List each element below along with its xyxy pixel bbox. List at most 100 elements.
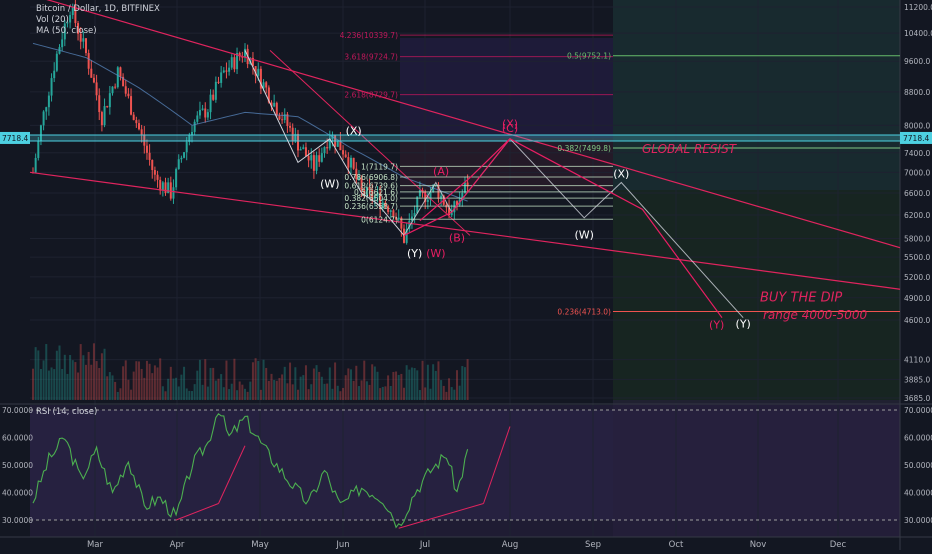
rsi-tick-label-left: 30.0000: [2, 516, 33, 525]
candle-body: [108, 93, 111, 108]
rsi-line: [32, 413, 469, 529]
volume-bar: [466, 359, 469, 400]
candle-body: [416, 196, 419, 214]
volume-bar: [145, 360, 148, 400]
candle-body: [342, 150, 345, 155]
volume-bar: [45, 344, 48, 400]
month-tick-label: Apr: [170, 540, 185, 550]
volume-bar: [103, 348, 106, 400]
volume-bar: [111, 375, 114, 400]
chart-legend: Bitcoin / Dollar, 1D, BITFINEX Vol (20) …: [36, 4, 160, 37]
wave-label-y-pink-end: (Y): [709, 319, 724, 332]
retracement-label: 0.382(7499.8): [557, 144, 611, 153]
wave-label-w-right: (W): [574, 228, 593, 241]
volume-bar: [379, 388, 382, 400]
volume-bar: [254, 358, 257, 400]
candle-body: [42, 111, 45, 126]
fib-level-label: 3.618(9724.7): [344, 53, 398, 62]
volume-bar: [299, 376, 302, 400]
volume-bar: [79, 344, 82, 400]
volume-bar: [418, 390, 421, 400]
volume-bar: [238, 381, 241, 400]
volume-bar: [294, 367, 297, 400]
volume-bar: [209, 367, 212, 400]
candle-body: [151, 159, 154, 171]
candle-body: [140, 129, 143, 135]
candle-body: [328, 138, 331, 149]
price-tag-left: [0, 131, 30, 144]
volume-bar: [212, 367, 215, 400]
volume-bar: [90, 364, 93, 400]
volume-bar: [297, 389, 299, 400]
candle-body: [98, 95, 101, 113]
volume-bar: [352, 380, 355, 400]
inner-trendline: [269, 50, 471, 236]
candle-body: [360, 177, 363, 190]
volume-bar: [403, 387, 405, 400]
volume-bar: [249, 381, 252, 400]
wave-label-w-pink: (W): [426, 247, 445, 260]
candle-body: [297, 133, 299, 151]
candle-body: [320, 153, 323, 162]
volume-bar: [172, 378, 175, 400]
projection-zone-lower: [613, 190, 900, 403]
candle-body: [302, 147, 305, 150]
candle-body: [323, 147, 326, 154]
candle-body: [363, 189, 366, 196]
volume-bar: [87, 351, 90, 400]
volume-bar: [365, 381, 368, 400]
month-tick-label: May: [251, 540, 269, 550]
candle-body: [463, 182, 466, 193]
candle-body: [257, 68, 260, 76]
price-tick-label: 4110.0: [904, 356, 930, 365]
candle-body: [400, 217, 403, 229]
candle-body: [198, 109, 201, 116]
candle-body: [180, 157, 183, 160]
volume-bar: [58, 345, 61, 400]
rsi-divergence-1b: [218, 445, 246, 504]
candle-body: [397, 217, 400, 220]
volume-bar: [392, 371, 395, 400]
candle-body: [87, 53, 90, 69]
volume-bar: [177, 386, 180, 400]
ma-legend: MA (50, close): [36, 26, 97, 36]
candle-body: [119, 67, 122, 77]
candle-body: [69, 15, 72, 23]
volume-bar: [119, 388, 122, 400]
candle-body: [124, 86, 127, 94]
month-tick-label: Sep: [585, 540, 601, 550]
volume-bar: [71, 360, 74, 400]
volume-bar: [251, 362, 254, 400]
fib-zone-red: [400, 138, 613, 190]
candle-body: [191, 131, 193, 135]
volume-bar: [347, 368, 350, 400]
volume-bar: [267, 380, 270, 400]
grid: [30, 0, 900, 537]
candle-body: [289, 125, 292, 128]
price-tick-label: 8800.0: [904, 88, 930, 97]
fib-level-label: 0.618(6739.6): [344, 182, 398, 191]
candle-body: [45, 107, 48, 112]
volume-bar: [458, 385, 461, 400]
price-tick-label: 7400.0: [904, 149, 930, 158]
candle-body: [365, 186, 368, 196]
candle-body: [294, 133, 297, 142]
volume-bar: [188, 390, 191, 400]
candle-body: [39, 125, 42, 141]
wave-label-y-white-end: (Y): [736, 318, 751, 331]
candle-body: [371, 189, 374, 200]
candle-body: [267, 87, 270, 103]
price-tick-label: 4900.0: [904, 294, 930, 303]
volume-bar: [222, 387, 225, 400]
rsi-divergence-1: [175, 503, 219, 521]
volume-bar: [42, 360, 45, 400]
candle-body: [188, 134, 191, 142]
candle-body: [352, 157, 355, 169]
volume-bar: [360, 380, 363, 400]
volume-bar: [77, 372, 80, 400]
candle-body: [310, 155, 313, 161]
volume-bar: [257, 360, 260, 400]
fib-level-label: 1(7119.7): [361, 162, 398, 171]
